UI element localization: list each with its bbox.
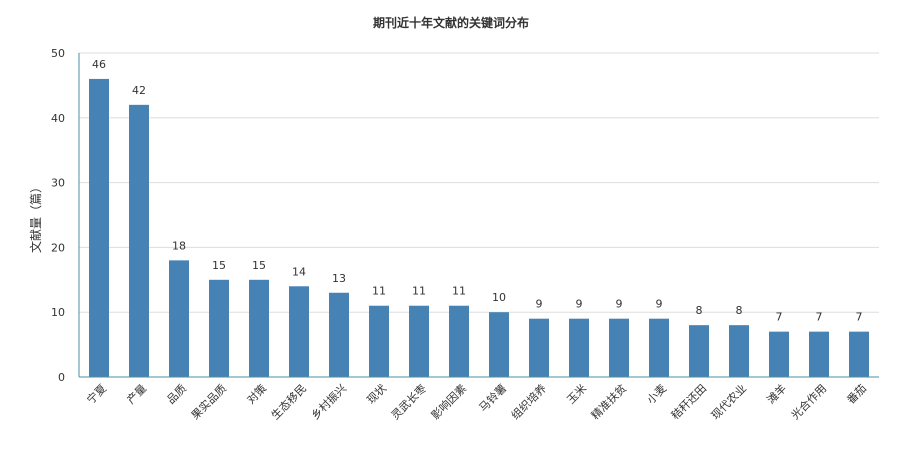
value-label-layer: 46 42 18 15 15 14 13 11 11 11 10 9 9 9 9 8 8 7 7 7	[92, 58, 863, 324]
bar-value-label: 11	[452, 285, 466, 298]
x-tick-label: 精准扶贫	[588, 381, 629, 422]
x-tick-label: 乡村振兴	[308, 381, 349, 422]
bar[interactable]	[129, 104, 149, 377]
x-tick-label: 滩羊	[764, 381, 789, 406]
bar[interactable]	[369, 305, 389, 377]
y-axis-label: 文献量（篇）	[28, 181, 43, 253]
x-tick-label: 品质	[164, 382, 189, 407]
bar-value-label: 15	[252, 259, 266, 272]
x-tick-label: 现代农业	[708, 381, 749, 422]
bar-value-label: 46	[92, 58, 106, 71]
bar[interactable]	[249, 279, 269, 377]
x-tick-label: 玉米	[564, 382, 589, 407]
bar-value-label: 11	[412, 285, 426, 298]
x-tick-label: 灵武长枣	[389, 382, 429, 422]
bar-value-label: 15	[212, 259, 226, 272]
x-tick-label: 马铃薯	[476, 381, 509, 414]
x-tick-label: 小麦	[644, 382, 669, 407]
y-tick-label: 10	[51, 306, 65, 319]
x-tick-label: 番茄	[844, 381, 869, 406]
bar-value-label: 8	[696, 304, 703, 317]
x-tick-layer: 宁夏 产量 品质 果实品质 对策 生态移民 乡村振兴 现状 灵武长枣 影响因素 马铃薯 组织培养 玉米精…	[84, 381, 869, 422]
x-tick-label: 宁夏	[84, 381, 109, 406]
bar[interactable]	[729, 325, 749, 377]
bar-value-label: 8	[736, 304, 743, 317]
x-tick-label: 现状	[364, 381, 389, 406]
bar-value-label: 9	[536, 298, 543, 311]
bar-value-label: 18	[172, 239, 186, 252]
bar-value-label: 13	[332, 272, 346, 285]
chart-title: 期刊近十年文献的关键词分布	[373, 15, 529, 30]
x-tick-label: 生态移民	[268, 381, 309, 422]
bar[interactable]	[529, 318, 549, 377]
bar[interactable]	[89, 78, 109, 378]
bar-value-label: 9	[656, 298, 663, 311]
bar-layer	[89, 78, 869, 378]
bar-value-label: 7	[816, 311, 823, 324]
bar[interactable]	[169, 260, 189, 377]
y-tick-label: 20	[51, 241, 65, 254]
bar-value-label: 7	[776, 311, 783, 324]
bar[interactable]	[489, 312, 509, 377]
bar[interactable]	[849, 331, 869, 377]
x-tick-label: 产量	[124, 381, 149, 406]
y-tick-label: 40	[51, 112, 65, 125]
bar-value-label: 10	[492, 291, 506, 304]
y-tick-label: 50	[51, 47, 65, 60]
y-tick-label: 30	[51, 177, 65, 190]
bar[interactable]	[689, 325, 709, 377]
x-tick-label: 光合作用	[788, 381, 829, 422]
x-tick-label: 组织培养	[508, 381, 549, 422]
bar-value-label: 11	[372, 285, 386, 298]
bar[interactable]	[449, 305, 469, 377]
bar[interactable]	[569, 318, 589, 377]
bar-value-label: 7	[856, 311, 863, 324]
bar[interactable]	[329, 292, 349, 377]
x-tick-label: 对策	[244, 381, 269, 406]
bar[interactable]	[769, 331, 789, 377]
y-tick-label: 0	[58, 371, 65, 384]
bar-value-label: 9	[616, 298, 623, 311]
x-tick-label: 秸秆还田	[669, 382, 709, 422]
bar[interactable]	[289, 286, 309, 377]
bar-value-label: 9	[576, 298, 583, 311]
bar[interactable]	[649, 318, 669, 377]
bar[interactable]	[409, 305, 429, 377]
x-tick-label: 果实品质	[188, 381, 229, 422]
grid-layer	[79, 52, 879, 313]
x-tick-label: 影响因素	[429, 382, 469, 422]
bar[interactable]	[209, 279, 229, 377]
bar-value-label: 42	[132, 84, 146, 97]
bar[interactable]	[809, 331, 829, 377]
bar-value-label: 14	[292, 265, 306, 278]
y-tick-layer: 0 10 20 30 40 50	[51, 47, 65, 384]
bar[interactable]	[609, 318, 629, 377]
